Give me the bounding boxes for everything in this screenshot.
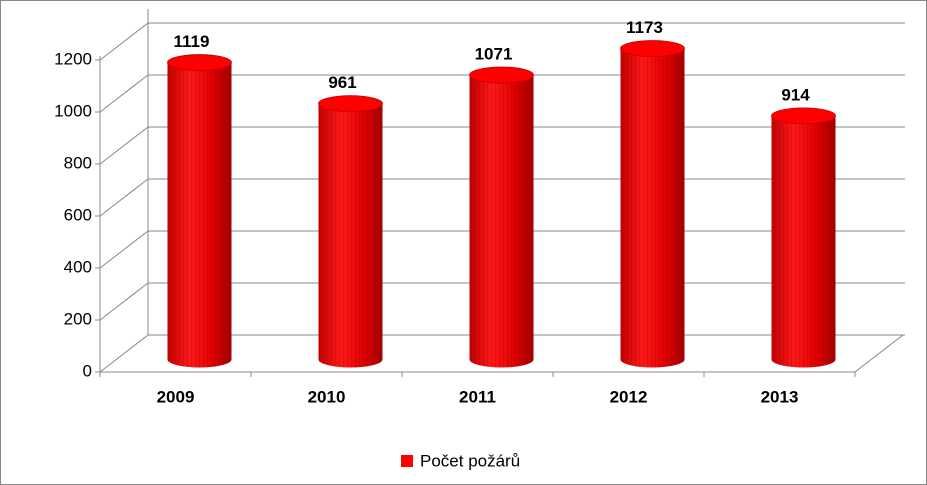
x-tick-label: 2011: [459, 387, 496, 406]
y-tick-label: 200: [64, 309, 92, 328]
legend-label: Počet požárů: [420, 451, 520, 470]
bar-top: [469, 66, 534, 84]
bar-top: [620, 40, 685, 57]
legend-swatch: [401, 455, 413, 467]
y-tick-label: 1200: [54, 49, 92, 68]
value-label: 914: [781, 85, 810, 104]
y-tick-label: 0: [83, 361, 92, 380]
bar-stripes: [318, 95, 383, 368]
y-tick-label: 1000: [54, 101, 92, 120]
y-tick-label: 600: [64, 205, 92, 224]
bar-top: [167, 54, 232, 71]
bar-stripes: [771, 107, 836, 368]
x-tick-label: 2013: [761, 387, 799, 406]
x-tick-label: 2010: [308, 387, 346, 406]
bar-stripes: [620, 40, 685, 368]
value-label: 961: [328, 73, 356, 92]
grid-line: [99, 22, 905, 61]
value-label: 1119: [174, 32, 210, 51]
y-tick-label: 800: [64, 153, 92, 172]
x-tick-label: 2009: [157, 387, 195, 406]
y-tick-label: 400: [64, 257, 92, 276]
value-label: 1071: [475, 45, 513, 64]
bar-stripes: [469, 67, 534, 368]
bar-top: [771, 107, 836, 125]
x-tick-label: 2012: [610, 387, 648, 406]
value-label: 1173: [626, 18, 663, 37]
back-wall: [99, 9, 149, 372]
bar-top: [318, 95, 383, 113]
bar-stripes: [167, 54, 232, 368]
